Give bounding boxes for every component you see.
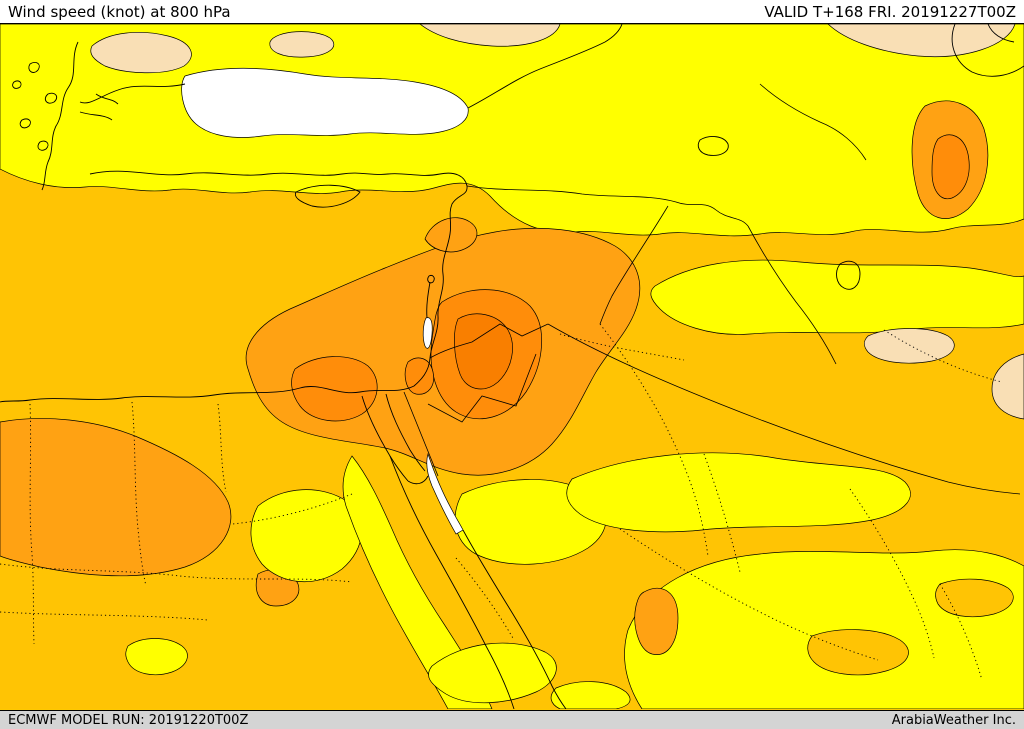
region-orange-deadsea-core	[404, 357, 434, 395]
footer-bar: ECMWF MODEL RUN: 20191220T00Z ArabiaWeat…	[0, 710, 1024, 729]
region-cream-northwest	[90, 32, 192, 74]
region-cream-east-edge	[991, 353, 1024, 420]
coastlines	[0, 24, 1024, 709]
region-yellow-egypt	[250, 489, 362, 582]
water-bodies	[422, 317, 464, 535]
region-gold-inner-se-2	[935, 578, 1014, 618]
levant-egypt-coast	[0, 170, 468, 403]
region-orange-sinai-core	[291, 356, 378, 422]
valid-time-label: VALID T+168 FRI. 20191227T00Z	[764, 2, 1016, 21]
dotted-borders	[0, 323, 1003, 681]
header-bar: Wind speed (knot) at 800 hPa VALID T+168…	[0, 0, 1024, 23]
cyprus-coast	[294, 184, 361, 208]
lake-van	[697, 136, 729, 156]
region-yellow-red-sea	[342, 455, 493, 709]
lake-urmia	[836, 260, 861, 290]
page-title: Wind speed (knot) at 800 hPa	[8, 2, 231, 21]
map-area	[0, 23, 1024, 710]
region-orange-levant-deep-core	[454, 313, 513, 390]
region-orange-levant-north-spur	[424, 217, 478, 253]
region-cream-mid-east	[863, 328, 955, 364]
region-orange-west-egypt	[0, 418, 232, 577]
gulf-of-aqaba	[426, 452, 464, 535]
region-yellow-central-saudi	[566, 452, 911, 533]
dead-sea	[422, 317, 433, 349]
region-yellow-bottom-strip	[550, 681, 631, 709]
region-orange-nw-iran-core	[931, 134, 970, 200]
region-cream-northeast	[827, 24, 1016, 58]
model-run-label: ECMWF MODEL RUN: 20191220T00Z	[8, 712, 249, 728]
region-yellow-bottom-left-small	[125, 638, 188, 676]
branding-label: ArabiaWeather Inc.	[891, 712, 1016, 728]
region-cream-north-small	[269, 31, 335, 58]
wind-speed-map	[0, 24, 1024, 709]
region-yellow-east-tongue	[650, 259, 1024, 335]
country-borders	[403, 83, 1021, 495]
region-yellow-bottom-center	[428, 642, 557, 704]
region-orange-south-small	[634, 587, 679, 655]
region-gold-inner-se-1	[807, 629, 909, 676]
region-white-black-sea	[181, 67, 469, 138]
region-yellow-southeast	[624, 549, 1024, 709]
region-cream-north-center	[419, 24, 561, 47]
